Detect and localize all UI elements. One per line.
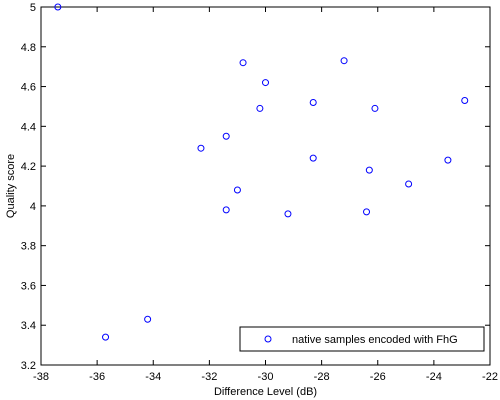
y-tick-label: 4 (30, 201, 36, 213)
x-tick-label: -22 (482, 371, 498, 383)
y-tick-label: 4.4 (21, 121, 36, 133)
legend: native samples encoded with FhG (240, 327, 484, 351)
x-tick-label: -30 (258, 371, 274, 383)
x-tick-label: -34 (145, 371, 161, 383)
y-tick-label: 5 (30, 2, 36, 14)
x-tick-label: -28 (314, 371, 330, 383)
y-tick-label: 4.2 (21, 161, 36, 173)
y-tick-label: 4.8 (21, 42, 36, 54)
y-tick-label: 3.2 (21, 360, 36, 372)
x-tick-label: -36 (89, 371, 105, 383)
y-tick-label: 3.8 (21, 241, 36, 253)
y-tick-label: 3.6 (21, 280, 36, 292)
y-tick-label: 3.4 (21, 320, 36, 332)
x-axis-label: Difference Level (dB) (214, 386, 317, 398)
y-axis-label: Quality score (5, 154, 17, 218)
x-tick-label: -38 (33, 371, 49, 383)
plot-area (41, 7, 490, 365)
x-tick-label: -24 (426, 371, 442, 383)
y-tick-label: 4.6 (21, 82, 36, 94)
x-tick-label: -26 (370, 371, 386, 383)
x-tick-label: -32 (201, 371, 217, 383)
legend-label: native samples encoded with FhG (292, 334, 458, 346)
